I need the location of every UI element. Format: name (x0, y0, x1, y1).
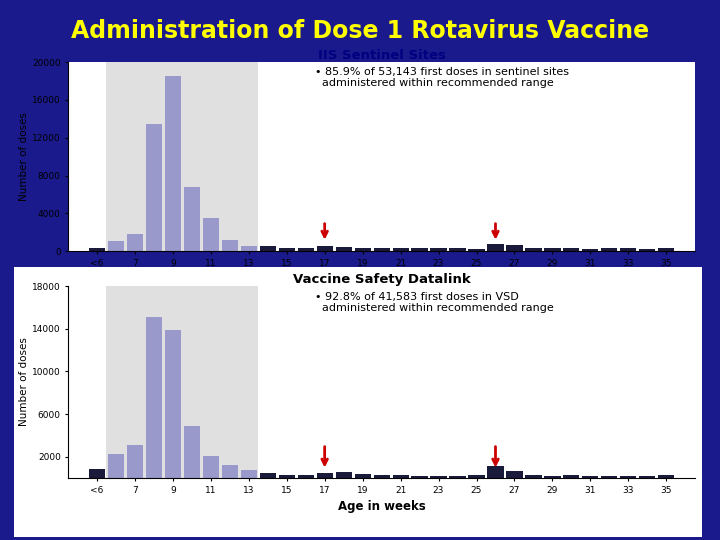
Bar (601, 476, 618, 478)
X-axis label: Age in weeks: Age in weeks (338, 500, 426, 513)
Bar (506, 245, 523, 251)
Bar (658, 475, 675, 478)
Bar (563, 475, 580, 478)
Bar (165, 330, 181, 478)
Bar (145, 124, 162, 251)
Bar (165, 76, 181, 251)
Bar (108, 241, 124, 251)
Bar (506, 471, 523, 478)
Title: IIS Sentinel Sites: IIS Sentinel Sites (318, 49, 446, 62)
Bar (601, 248, 618, 251)
Bar (107, 62, 258, 251)
Bar (639, 249, 655, 251)
Bar (563, 248, 580, 251)
Bar (107, 286, 258, 478)
Bar (658, 248, 675, 251)
Bar (240, 246, 257, 251)
Title: Vaccine Safety Datalink: Vaccine Safety Datalink (293, 273, 470, 286)
Bar (469, 475, 485, 478)
Bar (240, 470, 257, 478)
Bar (374, 475, 390, 478)
Bar (108, 455, 124, 478)
Bar (127, 234, 143, 251)
X-axis label: Age in weeks: Age in weeks (347, 273, 416, 284)
Bar (469, 249, 485, 251)
Bar (431, 476, 446, 478)
Bar (222, 240, 238, 251)
Bar (317, 246, 333, 251)
Bar (297, 475, 314, 478)
Bar (222, 465, 238, 478)
Bar (354, 248, 371, 251)
Bar (145, 317, 162, 478)
Bar (544, 248, 560, 251)
Bar (582, 476, 598, 478)
Bar (89, 248, 105, 251)
Bar (487, 244, 503, 251)
Bar (184, 426, 200, 478)
FancyBboxPatch shape (14, 267, 702, 537)
Bar (621, 248, 636, 251)
Bar (336, 247, 351, 251)
Bar (317, 473, 333, 478)
Bar (392, 475, 409, 478)
Text: • 85.9% of 53,143 first doses in sentinel sites
  administered within recommende: • 85.9% of 53,143 first doses in sentine… (315, 67, 570, 89)
Bar (297, 248, 314, 251)
Bar (544, 476, 560, 478)
Text: Administration of Dose 1 Rotavirus Vaccine: Administration of Dose 1 Rotavirus Vacci… (71, 19, 649, 43)
Bar (449, 476, 466, 478)
Bar (621, 476, 636, 478)
Y-axis label: Number of doses: Number of doses (19, 112, 30, 201)
Bar (203, 456, 219, 478)
Bar (526, 475, 541, 478)
Bar (336, 472, 351, 478)
Bar (526, 247, 541, 251)
Bar (203, 218, 219, 251)
Bar (354, 474, 371, 478)
Bar (392, 248, 409, 251)
Bar (127, 445, 143, 478)
Bar (449, 248, 466, 251)
Bar (639, 476, 655, 478)
Bar (431, 248, 446, 251)
Bar (279, 475, 294, 478)
Bar (487, 466, 503, 478)
Bar (374, 248, 390, 251)
Text: • 92.8% of 41,583 first doses in VSD
  administered within recommended range: • 92.8% of 41,583 first doses in VSD adm… (315, 292, 554, 313)
Bar (260, 472, 276, 478)
Bar (89, 469, 105, 478)
Bar (582, 249, 598, 251)
Bar (412, 476, 428, 478)
Bar (184, 187, 200, 251)
Y-axis label: Number of doses: Number of doses (19, 338, 30, 427)
Bar (260, 246, 276, 251)
Bar (412, 248, 428, 251)
Bar (279, 248, 294, 251)
